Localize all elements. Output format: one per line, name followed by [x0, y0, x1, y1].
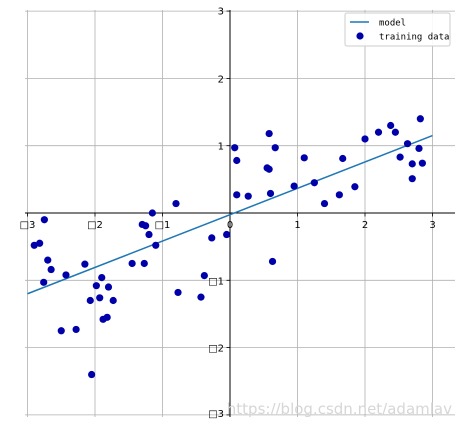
training-point	[320, 199, 329, 208]
training-point	[416, 115, 424, 123]
y-tick-label: 2	[218, 74, 224, 85]
legend-model-label: model	[379, 19, 406, 29]
legend-training-label: training data	[379, 33, 449, 43]
y-tick-label: □2	[208, 344, 224, 355]
training-point	[174, 288, 182, 297]
x-tick-label: □1	[155, 220, 171, 231]
training-point	[81, 260, 89, 268]
y-tick-label: 1	[218, 142, 224, 153]
training-point	[265, 165, 273, 173]
y-tick-label: □3	[208, 409, 224, 420]
training-point	[98, 274, 106, 282]
training-point	[266, 189, 275, 198]
training-point	[57, 327, 65, 335]
training-point	[109, 296, 117, 305]
training-point	[86, 296, 94, 305]
training-point	[418, 159, 426, 167]
training-point	[30, 241, 38, 249]
x-tick-label: 2	[362, 220, 368, 231]
training-point	[36, 239, 44, 247]
x-tick-label: □2	[87, 220, 103, 231]
training-point	[103, 313, 111, 321]
watermark-text: https://blog.csdn.net/adamlav	[227, 400, 452, 418]
training-point	[104, 283, 113, 291]
training-point	[44, 256, 52, 264]
training-point	[92, 282, 100, 290]
training-point	[415, 144, 423, 152]
x-tick-label: 0	[227, 220, 233, 231]
x-tick-label: 3	[429, 220, 435, 231]
training-point	[391, 128, 399, 136]
training-point	[152, 241, 160, 249]
training-point	[396, 153, 404, 161]
training-point	[339, 154, 347, 163]
x-tick-label: □3	[20, 220, 36, 231]
training-point	[140, 259, 148, 268]
training-point	[148, 209, 156, 217]
training-point	[290, 182, 298, 190]
training-point	[200, 271, 208, 280]
training-point	[233, 156, 241, 165]
training-point	[268, 257, 277, 266]
training-point	[197, 293, 205, 301]
training-point	[62, 271, 70, 279]
training-point	[351, 183, 359, 191]
tick-labels: □3 □2 □1 0 1 2 3 □3 □2 □1 1 2 3	[20, 7, 436, 420]
training-point	[208, 234, 216, 242]
training-point	[300, 154, 308, 162]
legend: model training data	[344, 12, 451, 47]
training-point	[128, 259, 136, 268]
training-point	[408, 160, 416, 168]
training-point	[408, 175, 416, 183]
legend-box	[344, 12, 451, 47]
training-point	[142, 222, 150, 230]
training-point	[233, 191, 241, 199]
y-tick-label: 3	[218, 7, 224, 18]
training-point	[374, 128, 383, 136]
training-point	[40, 278, 48, 286]
training-point	[271, 144, 279, 152]
training-point	[96, 294, 104, 302]
training-point	[172, 199, 180, 208]
training-point	[88, 370, 96, 379]
training-point	[387, 121, 395, 130]
training-point	[72, 325, 80, 334]
training-point	[40, 216, 48, 224]
model-line	[27, 134, 433, 295]
training-point	[145, 230, 153, 239]
training-point	[223, 230, 231, 239]
training-points-layer	[30, 115, 426, 379]
training-point	[265, 129, 273, 138]
training-point	[310, 179, 318, 187]
axis-spines	[25, 10, 455, 417]
training-point	[244, 192, 252, 200]
training-point	[335, 191, 343, 199]
legend-training-marker-sample	[356, 32, 364, 40]
training-point	[361, 135, 369, 143]
x-tick-label: 1	[294, 220, 300, 231]
training-point	[231, 144, 239, 152]
model-line-layer	[27, 134, 433, 295]
training-point	[47, 265, 55, 274]
training-point	[403, 140, 412, 148]
y-tick-label: □1	[208, 276, 224, 287]
